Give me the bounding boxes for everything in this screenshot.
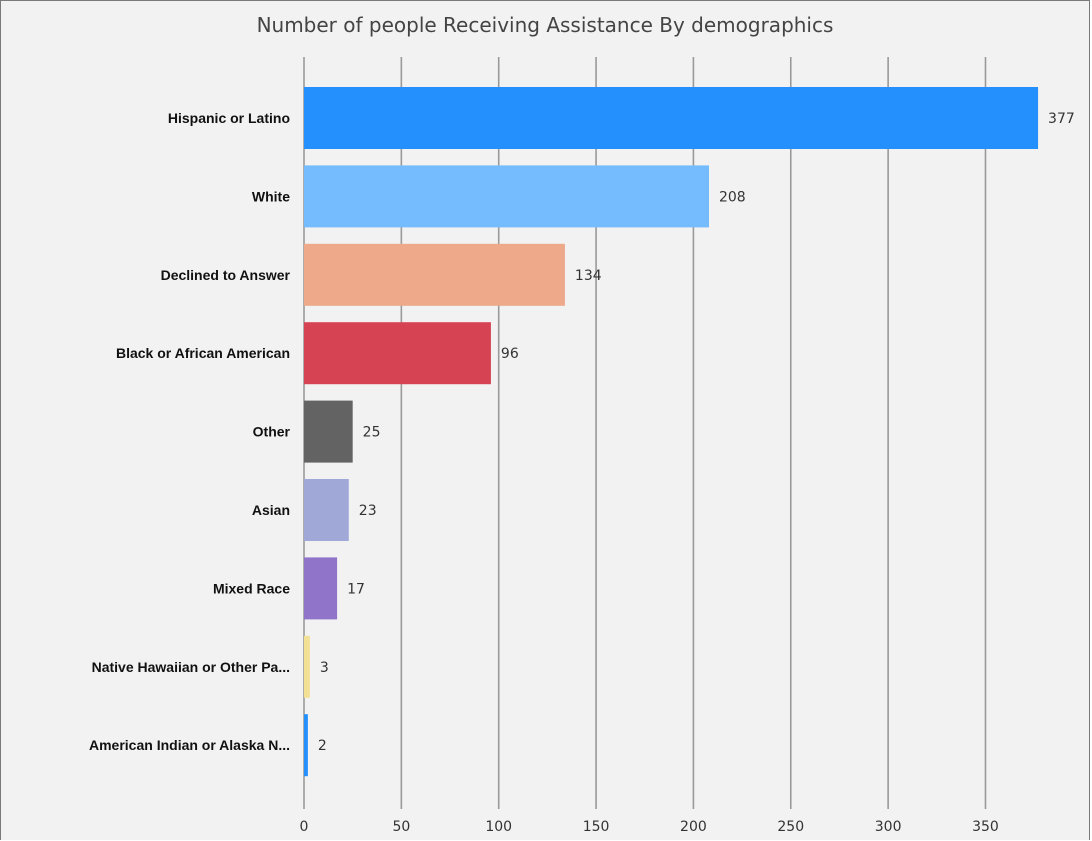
- data-label: 25: [363, 425, 381, 441]
- bar[interactable]: [304, 557, 338, 620]
- data-label: 23: [359, 503, 377, 519]
- x-tick-label: 350: [972, 819, 999, 835]
- category-label: Mixed Race: [213, 580, 290, 596]
- labels: 0 50 100 150 200 250 300 350 Hispanic or Latino 3…: [89, 110, 1075, 835]
- category-label: White: [252, 188, 290, 204]
- bar[interactable]: [304, 243, 565, 306]
- bar[interactable]: [304, 165, 709, 228]
- data-label: 2: [318, 738, 327, 754]
- bar[interactable]: [304, 635, 310, 698]
- data-label: 208: [719, 189, 746, 205]
- category-label: Asian: [252, 502, 290, 518]
- chart-title: Number of people Receiving Assistance By…: [256, 13, 834, 37]
- x-tick-label: 50: [392, 819, 410, 835]
- x-tick-label: 150: [583, 819, 610, 835]
- data-label: 3: [320, 660, 329, 676]
- category-label: American Indian or Alaska N...: [89, 737, 290, 753]
- category-label: Declined to Answer: [161, 267, 291, 283]
- category-label: Hispanic or Latino: [168, 110, 290, 126]
- data-label: 134: [575, 268, 602, 284]
- data-label: 377: [1048, 111, 1075, 127]
- x-tick-label: 0: [300, 819, 309, 835]
- x-tick-label: 100: [485, 819, 512, 835]
- data-label: 96: [501, 346, 519, 362]
- bars: [304, 87, 1039, 777]
- bar[interactable]: [304, 479, 349, 541]
- x-tick-label: 200: [680, 819, 707, 835]
- category-label: Black or African American: [116, 345, 290, 361]
- bar[interactable]: [304, 400, 353, 463]
- category-label: Other: [253, 424, 291, 440]
- x-tick-label: 300: [875, 819, 902, 835]
- x-tick-label: 250: [777, 819, 804, 835]
- category-label: Native Hawaiian or Other Pa...: [92, 659, 290, 675]
- bar[interactable]: [304, 87, 1039, 149]
- data-label: 17: [347, 581, 365, 597]
- bar[interactable]: [304, 714, 308, 777]
- bar[interactable]: [304, 322, 491, 385]
